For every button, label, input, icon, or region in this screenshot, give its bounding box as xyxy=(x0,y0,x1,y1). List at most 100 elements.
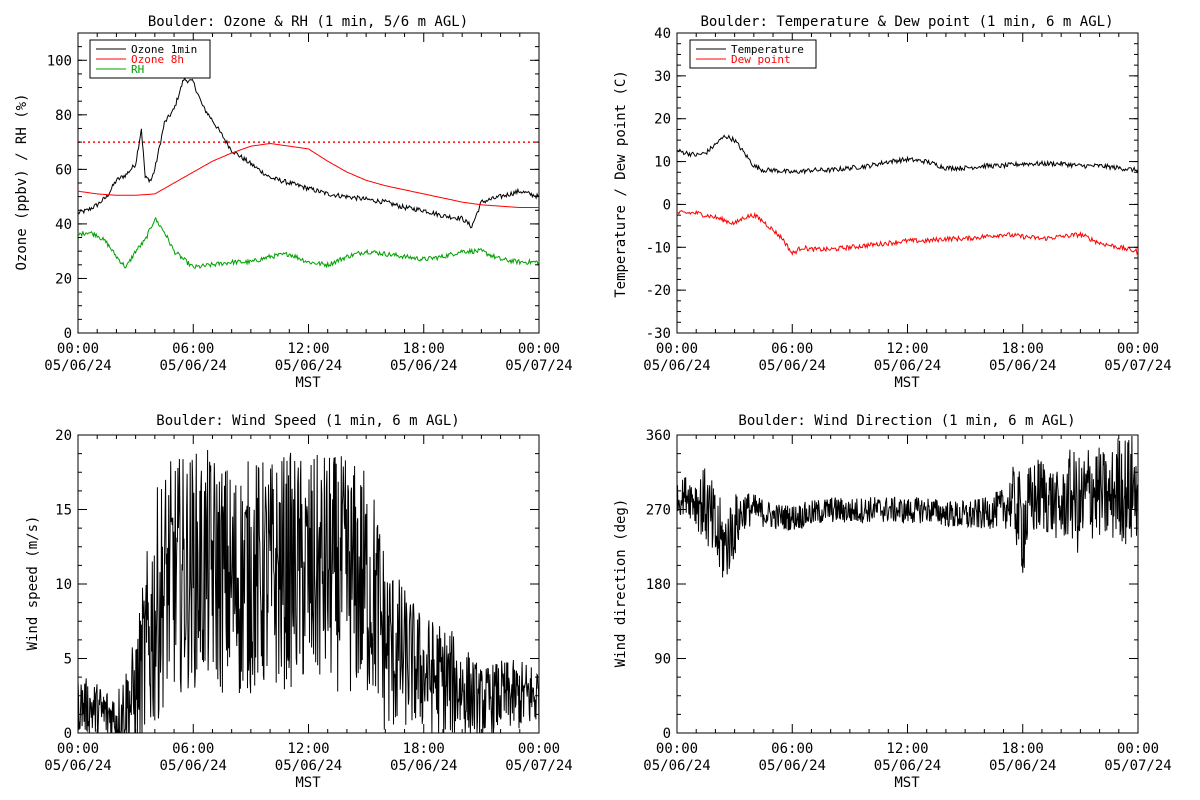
ozone-y-ticks: 0 20 40 60 80 100 xyxy=(47,46,539,342)
wspd-marks xyxy=(77,449,540,734)
wspd-y-tick-label: 0 xyxy=(64,726,72,742)
wdir-x-tick-time: 18:00 xyxy=(1002,741,1044,757)
temp-x-tick-date: 05/06/24 xyxy=(759,358,826,374)
wdir-y-axis-label: Wind direction (deg) xyxy=(613,499,629,668)
temp-x-tick-time: 12:00 xyxy=(886,341,928,357)
wdir-x-ticks: 00:0005/06/2406:0005/06/2412:0005/06/241… xyxy=(643,435,1172,774)
wspd-x-tick-time: 18:00 xyxy=(403,741,445,757)
ozone-legend: Ozone 1min Ozone 8h RH xyxy=(89,39,211,79)
ozone-y-axis-label: Ozone (ppbv) / RH (%) xyxy=(14,93,30,270)
wdir-chart-title: Boulder: Wind Direction (1 min, 6 m AGL) xyxy=(738,413,1075,429)
wspd-x-tick-time: 00:00 xyxy=(518,741,560,757)
ozone-marks xyxy=(77,76,540,269)
ozone-x-tick-time: 00:00 xyxy=(57,341,99,357)
wdir-x-tick-date: 05/06/24 xyxy=(643,758,710,774)
ozone-y-tick-label: 60 xyxy=(55,162,72,178)
wspd-panel: Boulder: Wind Speed (1 min, 6 m AGL) Win… xyxy=(25,413,573,791)
legend-temperature: Temperature xyxy=(731,43,804,56)
temp-x-tick-date: 05/06/24 xyxy=(874,358,941,374)
temp-x-tick-time: 06:00 xyxy=(771,341,813,357)
ozone-series-rh-line xyxy=(77,216,540,269)
temp-chart-title: Boulder: Temperature & Dew point (1 min,… xyxy=(700,14,1113,30)
ozone-y-tick-label: 100 xyxy=(47,53,72,69)
temp-y-tick-label: 0 xyxy=(663,197,671,213)
temp-x-tick-date: 05/07/24 xyxy=(1104,358,1171,374)
ozone-x-tick-time: 00:00 xyxy=(518,341,560,357)
legend-ozone-1min: Ozone 1min xyxy=(131,43,197,56)
temp-series-dew-point-line xyxy=(676,209,1139,256)
wspd-x-ticks: 00:0005/06/2406:0005/06/2412:0005/06/241… xyxy=(44,435,573,774)
wspd-y-axis-label: Wind speed (m/s) xyxy=(25,516,41,651)
wdir-y-ticks: 0 90 180 270 360 xyxy=(646,428,1138,742)
ozone-y-tick-label: 80 xyxy=(55,108,72,124)
temp-series-temperature-line xyxy=(676,134,1139,175)
temp-y-tick-label: 40 xyxy=(654,26,671,42)
wspd-series-0-line xyxy=(77,449,540,734)
wdir-x-axis-label: MST xyxy=(894,775,920,791)
wdir-x-tick-time: 12:00 xyxy=(886,741,928,757)
wspd-x-tick-date: 05/06/24 xyxy=(275,758,342,774)
wspd-y-tick-label: 20 xyxy=(55,428,72,444)
wdir-y-tick-label: 0 xyxy=(663,726,671,742)
temp-x-tick-date: 05/06/24 xyxy=(643,358,710,374)
ozone-y-tick-label: 0 xyxy=(64,326,72,342)
ozone-x-tick-date: 05/06/24 xyxy=(44,358,111,374)
ozone-series-ozone-1min-line xyxy=(77,76,540,229)
temp-legend-box xyxy=(689,39,817,69)
legend-ozone-8h: Ozone 8h xyxy=(131,53,184,66)
temp-x-tick-time: 18:00 xyxy=(1002,341,1044,357)
ozone-x-tick-date: 05/07/24 xyxy=(505,358,572,374)
wspd-chart-title: Boulder: Wind Speed (1 min, 6 m AGL) xyxy=(156,413,459,429)
wspd-y-tick-label: 5 xyxy=(64,652,72,668)
wspd-x-tick-time: 00:00 xyxy=(57,741,99,757)
wspd-y-ticks: 0 5 10 15 20 xyxy=(55,428,539,742)
wdir-x-tick-date: 05/06/24 xyxy=(874,758,941,774)
temp-legend: Temperature Dew point xyxy=(689,39,817,69)
temp-marks xyxy=(676,134,1139,256)
wdir-series-0-line xyxy=(676,435,1139,578)
wdir-y-tick-label: 270 xyxy=(646,503,671,519)
temp-panel: Boulder: Temperature & Dew point (1 min,… xyxy=(613,14,1172,391)
ozone-chart-title: Boulder: Ozone & RH (1 min, 5/6 m AGL) xyxy=(148,14,468,30)
wdir-x-tick-time: 06:00 xyxy=(771,741,813,757)
wspd-x-tick-date: 05/06/24 xyxy=(390,758,457,774)
temp-y-axis-label: Temperature / Dew point (C) xyxy=(613,70,629,298)
temp-x-ticks: 00:0005/06/2406:0005/06/2412:0005/06/241… xyxy=(643,33,1172,374)
ozone-y-tick-label: 40 xyxy=(55,217,72,233)
temp-x-axis-label: MST xyxy=(894,375,920,391)
wdir-marks xyxy=(676,435,1139,578)
legend-dew-point: Dew point xyxy=(731,53,791,66)
wspd-x-tick-date: 05/07/24 xyxy=(505,758,572,774)
wdir-x-tick-date: 05/07/24 xyxy=(1104,758,1171,774)
temp-x-tick-date: 05/06/24 xyxy=(989,358,1056,374)
temp-y-tick-label: -10 xyxy=(646,240,671,256)
wdir-x-tick-date: 05/06/24 xyxy=(759,758,826,774)
ozone-x-tick-time: 06:00 xyxy=(172,341,214,357)
ozone-series-ozone-8h-line xyxy=(77,142,539,208)
ozone-x-tick-time: 12:00 xyxy=(287,341,329,357)
ozone-x-axis-label: MST xyxy=(295,375,321,391)
temp-y-tick-label: 10 xyxy=(654,155,671,171)
ozone-x-tick-date: 05/06/24 xyxy=(390,358,457,374)
wdir-y-tick-label: 360 xyxy=(646,428,671,444)
temp-y-tick-label: -20 xyxy=(646,283,671,299)
wdir-panel: Boulder: Wind Direction (1 min, 6 m AGL)… xyxy=(613,413,1172,791)
wspd-x-tick-date: 05/06/24 xyxy=(44,758,111,774)
wspd-y-tick-label: 15 xyxy=(55,503,72,519)
wdir-y-tick-label: 180 xyxy=(646,577,671,593)
wdir-x-tick-date: 05/06/24 xyxy=(989,758,1056,774)
legend-rh: RH xyxy=(131,63,144,76)
wspd-x-tick-time: 06:00 xyxy=(172,741,214,757)
wspd-x-tick-date: 05/06/24 xyxy=(160,758,227,774)
wspd-x-axis-label: MST xyxy=(295,775,321,791)
ozone-x-ticks: 00:0005/06/2406:0005/06/2412:0005/06/241… xyxy=(44,33,573,374)
ozone-y-tick-label: 20 xyxy=(55,271,72,287)
wspd-y-tick-label: 10 xyxy=(55,577,72,593)
wdir-y-tick-label: 90 xyxy=(654,652,671,668)
wdir-x-tick-time: 00:00 xyxy=(656,741,698,757)
temp-x-tick-time: 00:00 xyxy=(656,341,698,357)
temp-plot-frame xyxy=(676,32,1139,334)
ozone-x-tick-date: 05/06/24 xyxy=(275,358,342,374)
wdir-x-tick-time: 00:00 xyxy=(1117,741,1159,757)
